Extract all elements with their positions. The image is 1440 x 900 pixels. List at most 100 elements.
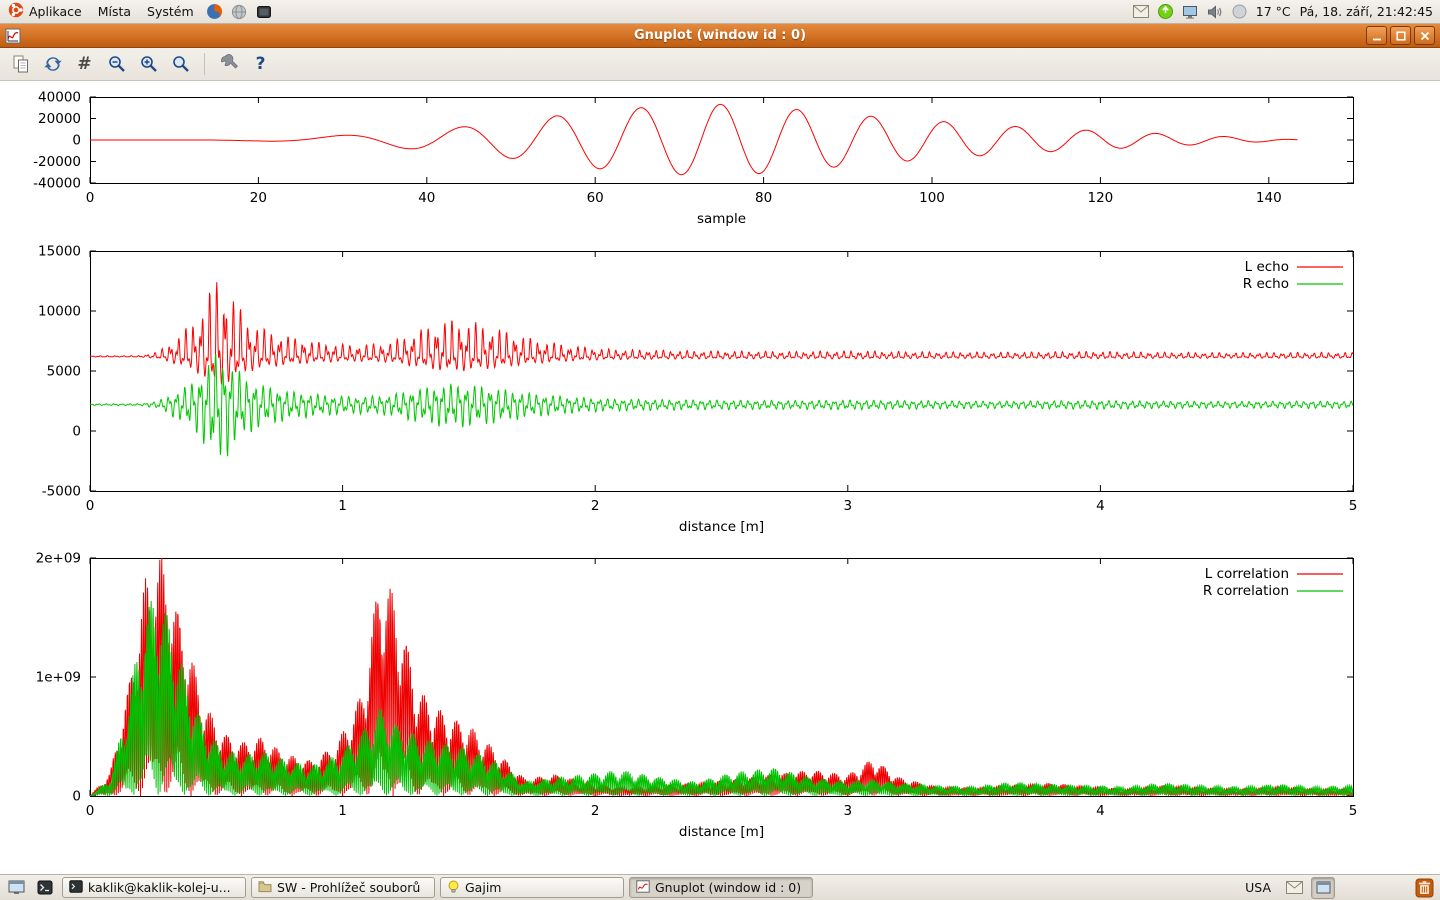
ubuntu-logo-icon bbox=[8, 2, 24, 21]
x-tick-label: 4 bbox=[1096, 803, 1105, 819]
firefox-icon[interactable] bbox=[202, 0, 227, 23]
legend-label: L correlation bbox=[1205, 566, 1289, 582]
menu-applications[interactable]: Aplikace bbox=[0, 0, 90, 23]
series-r-echo bbox=[90, 354, 1353, 457]
x-tick-label: 3 bbox=[844, 498, 853, 514]
y-tick-label: 0 bbox=[72, 789, 81, 805]
autoscale-icon[interactable] bbox=[167, 51, 194, 77]
close-button[interactable] bbox=[1414, 26, 1435, 45]
mail-icon[interactable] bbox=[1132, 5, 1149, 18]
y-tick-label: 10000 bbox=[38, 304, 81, 320]
copy-to-clipboard-icon[interactable] bbox=[7, 51, 34, 77]
toolbar-separator bbox=[204, 53, 205, 75]
y-tick-label: 40000 bbox=[38, 90, 81, 106]
task-label: Gajim bbox=[465, 880, 502, 895]
monitor-icon[interactable] bbox=[1182, 5, 1198, 19]
x-tick-label: 5 bbox=[1349, 803, 1358, 819]
weather-icon[interactable] bbox=[1232, 4, 1247, 19]
help-icon[interactable]: ? bbox=[255, 53, 266, 74]
menu-label-system: Systém bbox=[147, 4, 194, 19]
x-tick-label: 0 bbox=[86, 803, 95, 819]
task-label: SW - Prohlížeč souborů bbox=[277, 880, 421, 895]
task-button-terminal[interactable]: kaklik@kaklik-kolej-u... bbox=[62, 877, 246, 898]
y-tick-label: 0 bbox=[72, 133, 81, 149]
x-tick-label: 100 bbox=[919, 190, 945, 206]
minimize-button[interactable] bbox=[1366, 26, 1387, 45]
x-tick-label: 140 bbox=[1256, 190, 1282, 206]
y-tick-label: 0 bbox=[72, 424, 81, 440]
task-label: kaklik@kaklik-kolej-u... bbox=[88, 880, 231, 895]
x-axis-label: sample bbox=[697, 211, 746, 227]
chart-echo[interactable]: 0 1 2 3 4 5 -5000 0 5000 10000 15000 distance [m] L … bbox=[0, 241, 1440, 546]
x-axis-label: distance [m] bbox=[679, 519, 764, 535]
terminal-tray-icon[interactable] bbox=[33, 877, 57, 899]
menu-label-applications: Aplikace bbox=[29, 4, 82, 19]
window-title: Gnuplot (window id : 0) bbox=[633, 28, 807, 43]
series-r-correlation bbox=[90, 600, 1353, 796]
x-tick-label: 5 bbox=[1349, 498, 1358, 514]
toggle-grid-icon[interactable]: # bbox=[77, 53, 92, 74]
maximize-button[interactable] bbox=[1390, 26, 1411, 45]
zoom-previous-icon[interactable] bbox=[103, 51, 130, 77]
temperature-indicator[interactable]: 17 °C bbox=[1255, 4, 1291, 19]
x-tick-label: 20 bbox=[250, 190, 267, 206]
series-l-echo bbox=[90, 282, 1353, 385]
x-tick-label: 4 bbox=[1096, 498, 1105, 514]
y-tick-label: -20000 bbox=[33, 154, 81, 170]
window-selector-icon[interactable] bbox=[1311, 876, 1335, 899]
y-tick-label: 15000 bbox=[38, 244, 81, 260]
show-desktop-icon[interactable] bbox=[4, 877, 28, 899]
gnuplot-toolbar: # ? bbox=[0, 48, 1440, 81]
mail-tray-icon[interactable] bbox=[1282, 877, 1306, 899]
x-tick-label: 80 bbox=[755, 190, 772, 206]
web-globe-icon[interactable] bbox=[227, 0, 252, 23]
gnome-top-panel: Aplikace Místa Systém bbox=[0, 0, 1440, 24]
y-tick-label: 1e+09 bbox=[36, 670, 81, 686]
x-tick-label: 0 bbox=[86, 190, 95, 206]
task-button-gajim[interactable]: Gajim bbox=[440, 877, 624, 898]
task-label: Gnuplot (window id : 0) bbox=[655, 880, 802, 895]
legend-label: R echo bbox=[1243, 276, 1289, 292]
clock[interactable]: Pá, 18. září, 21:42:45 bbox=[1299, 4, 1433, 19]
x-tick-label: 2 bbox=[591, 498, 600, 514]
y-tick-label: -5000 bbox=[42, 484, 81, 500]
menu-system[interactable]: Systém bbox=[139, 0, 202, 23]
screenshot-launcher-icon[interactable] bbox=[252, 0, 277, 23]
legend-label: L echo bbox=[1245, 259, 1289, 275]
update-notifier-icon[interactable] bbox=[1157, 4, 1173, 19]
task-button-gnuplot[interactable]: Gnuplot (window id : 0) bbox=[629, 877, 813, 898]
x-axis-label: distance [m] bbox=[679, 824, 764, 840]
series-l-correlation bbox=[90, 558, 1353, 796]
keyboard-layout-indicator[interactable]: USA bbox=[1245, 880, 1271, 895]
taskbar: kaklik@kaklik-kolej-u... SW - Prohlížeč … bbox=[0, 874, 1440, 900]
x-tick-label: 1 bbox=[338, 803, 347, 819]
terminal-icon bbox=[69, 879, 83, 896]
x-tick-label: 120 bbox=[1088, 190, 1114, 206]
menu-places[interactable]: Místa bbox=[90, 0, 139, 23]
x-tick-label: 2 bbox=[591, 803, 600, 819]
gnuplot-window-icon bbox=[5, 28, 21, 44]
y-tick-label: 5000 bbox=[47, 364, 81, 380]
gajim-icon bbox=[447, 880, 460, 896]
y-tick-label: 20000 bbox=[38, 111, 81, 127]
legend-label: R correlation bbox=[1203, 583, 1289, 599]
file-manager-icon bbox=[258, 880, 272, 896]
window-titlebar[interactable]: Gnuplot (window id : 0) bbox=[0, 24, 1440, 48]
trash-icon[interactable] bbox=[1412, 877, 1436, 899]
volume-icon[interactable] bbox=[1207, 4, 1223, 19]
y-tick-label: 2e+09 bbox=[36, 551, 81, 567]
x-tick-label: 0 bbox=[86, 498, 95, 514]
gnuplot-icon bbox=[636, 879, 650, 896]
replot-icon[interactable] bbox=[39, 51, 66, 77]
task-button-file-manager[interactable]: SW - Prohlížeč souborů bbox=[251, 877, 435, 898]
x-tick-label: 3 bbox=[844, 803, 853, 819]
plot-area: 0 20 40 60 80 100 120 140 -40000 -20000 0 20000 4000… bbox=[0, 81, 1440, 874]
menu-label-places: Místa bbox=[97, 4, 132, 19]
x-tick-label: 60 bbox=[587, 190, 604, 206]
zoom-next-icon[interactable] bbox=[135, 51, 162, 77]
y-tick-label: -40000 bbox=[33, 176, 81, 192]
chart-correlation[interactable]: 0 1 2 3 4 5 0 1e+09 2e+09 distance [m] L correlati… bbox=[0, 546, 1440, 874]
configure-icon[interactable] bbox=[215, 51, 242, 77]
chart-chirp-signal[interactable]: 0 20 40 60 80 100 120 140 -40000 -20000 0 20000 4000… bbox=[0, 81, 1440, 241]
